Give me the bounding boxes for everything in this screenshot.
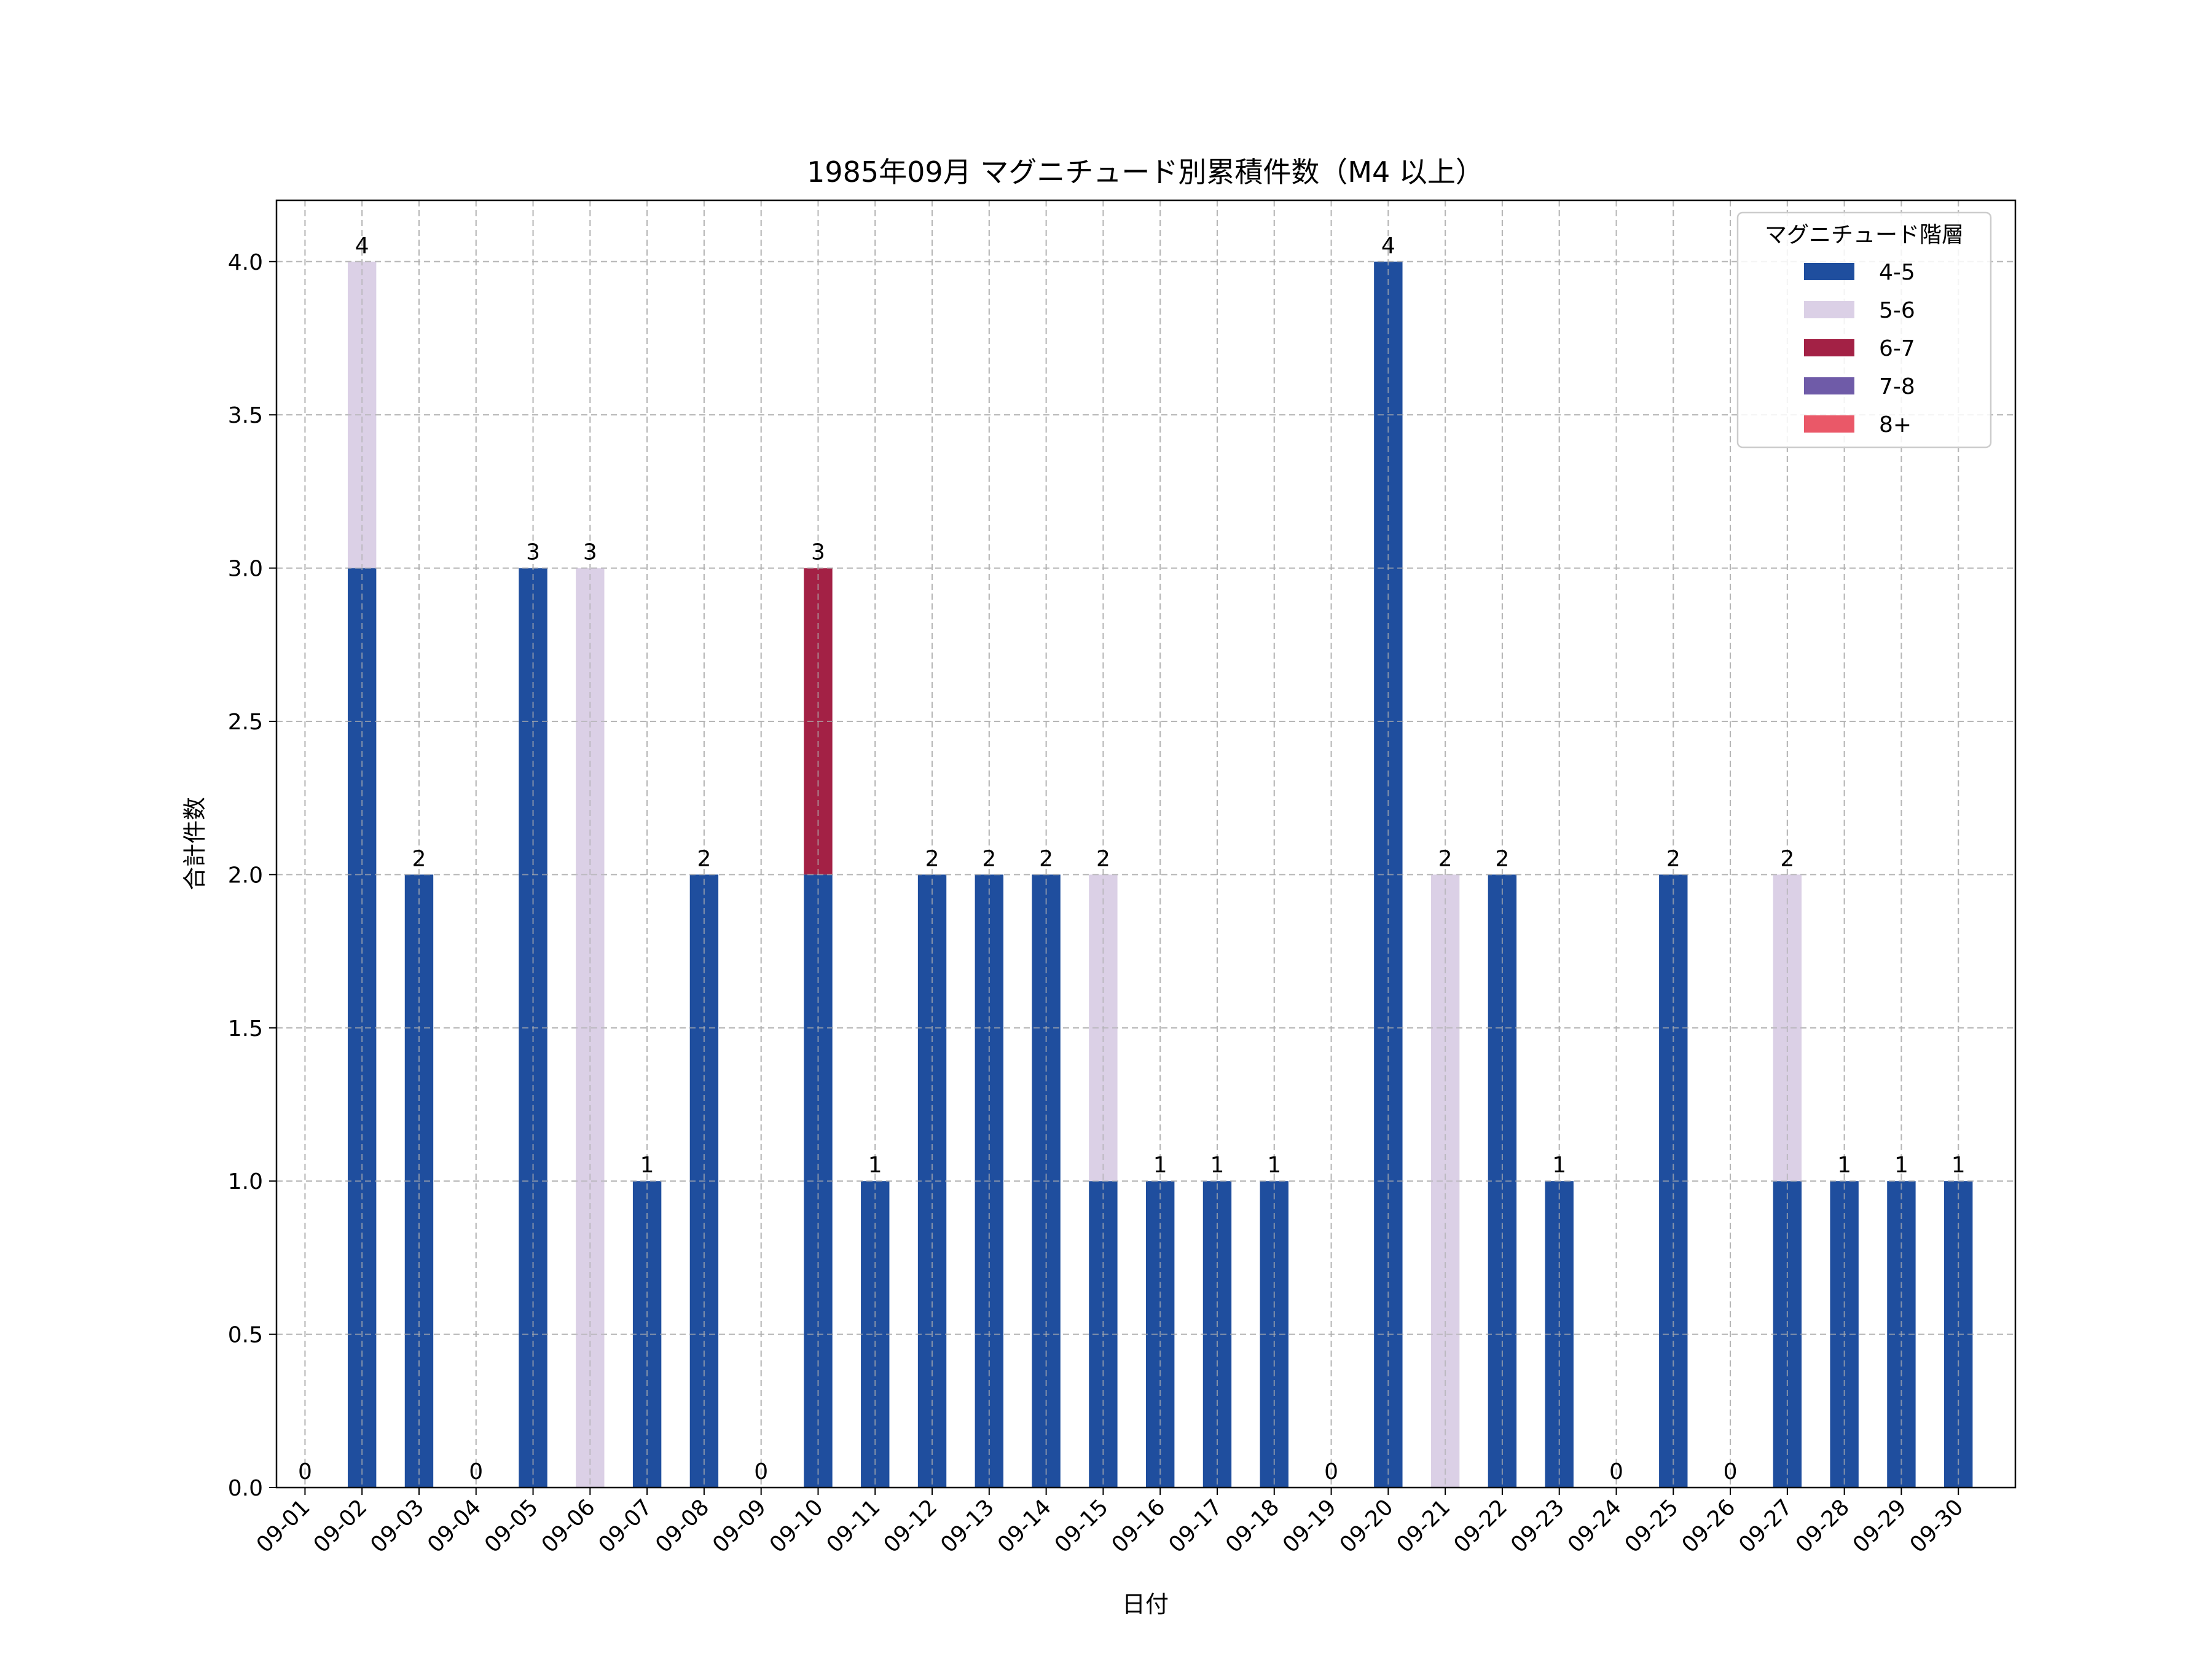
bar-total-label: 2 [1780, 846, 1794, 871]
x-tick-label: 09-23 [1506, 1494, 1569, 1558]
bar-total-label: 2 [982, 846, 996, 871]
y-tick-label: 3.0 [228, 557, 263, 582]
bar-total-label: 1 [1267, 1153, 1281, 1178]
bar-total-label: 2 [1666, 846, 1681, 871]
y-tick-label: 3.5 [228, 403, 263, 428]
bar-total-label: 3 [583, 540, 597, 565]
legend-box [1736, 211, 1992, 449]
legend-label-6-7: 6-7 [1879, 336, 1915, 361]
bar-total-label: 4 [355, 233, 369, 259]
bar-total-label: 1 [1552, 1153, 1566, 1178]
bar-total-label: 1 [1153, 1153, 1167, 1178]
x-tick-label: 09-06 [537, 1494, 600, 1558]
bar-total-label: 2 [697, 846, 711, 871]
x-tick-label: 09-19 [1278, 1494, 1341, 1558]
bar-total-label: 1 [1210, 1153, 1225, 1178]
bar-total-labels: 0 4 2 0 3 3 1 2 0 3 1 2 2 2 2 1 1 1 0 4 2 2 1 0 2 0 2 1 1 1 [298, 233, 1966, 1484]
y-tick-label: 1.5 [228, 1016, 263, 1041]
y-tick-label: 0.5 [228, 1323, 263, 1348]
legend-label-7-8: 7-8 [1879, 374, 1915, 399]
legend-swatch-5-6 [1804, 301, 1854, 318]
bar-total-label: 2 [1495, 846, 1509, 871]
x-tick-label: 09-30 [1905, 1494, 1969, 1558]
x-tick-label: 09-24 [1563, 1494, 1626, 1558]
y-tick-label: 2.0 [228, 863, 263, 888]
plot-frame [275, 199, 2017, 1489]
x-axis: 09-0109-0209-0309-0409-0509-0609-0709-08… [252, 1488, 1969, 1558]
bar-total-label: 3 [526, 540, 540, 565]
x-tick-label: 09-20 [1335, 1494, 1398, 1558]
chart-title: 1985年09月 マグニチュード別累積件数（M4 以上） [807, 155, 1484, 189]
x-tick-label: 09-22 [1449, 1494, 1512, 1558]
bar-total-label: 3 [811, 540, 825, 565]
y-tick-label: 4.0 [228, 250, 263, 275]
x-tick-label: 09-04 [423, 1494, 486, 1558]
bar-total-label: 0 [1609, 1459, 1623, 1484]
bar-total-label: 0 [298, 1459, 312, 1484]
x-tick-label: 09-14 [993, 1494, 1056, 1558]
bar-total-label: 2 [925, 846, 939, 871]
grid-lines-overlay [276, 200, 2015, 1488]
bar-total-label: 2 [1438, 846, 1453, 871]
x-tick-label: 09-11 [822, 1494, 885, 1558]
x-tick-label: 09-02 [309, 1494, 372, 1558]
legend-label-4-5: 4-5 [1879, 260, 1915, 285]
x-tick-label: 09-29 [1848, 1494, 1912, 1558]
y-tick-label: 2.5 [228, 710, 263, 735]
x-tick-label: 09-05 [480, 1494, 543, 1558]
bar-total-label: 2 [1096, 846, 1110, 871]
x-tick-label: 09-03 [366, 1494, 429, 1558]
x-tick-label: 09-25 [1620, 1494, 1684, 1558]
legend-swatch-4-5 [1804, 263, 1854, 280]
y-axis: 0.0 0.5 1.0 1.5 2.0 2.5 3.0 3.5 4.0 [228, 250, 276, 1501]
x-tick-label: 09-12 [879, 1494, 942, 1558]
x-tick-label: 09-13 [936, 1494, 999, 1558]
legend-swatch-7-8 [1804, 377, 1854, 394]
bar-total-label: 0 [754, 1459, 768, 1484]
x-tick-label: 09-09 [708, 1494, 771, 1558]
x-tick-label: 09-10 [765, 1494, 828, 1558]
x-tick-label: 09-15 [1050, 1494, 1113, 1558]
x-tick-label: 09-26 [1677, 1494, 1740, 1558]
y-axis-title: 合計件数 [181, 797, 208, 890]
legend-swatch-6-7 [1804, 339, 1854, 356]
x-tick-label: 09-17 [1164, 1494, 1227, 1558]
legend-swatch-8+ [1804, 415, 1854, 433]
x-tick-label: 09-16 [1107, 1494, 1171, 1558]
x-axis-title: 日付 [1122, 1591, 1169, 1618]
bar-total-label: 0 [1724, 1459, 1738, 1484]
legend-label-5-6: 5-6 [1879, 298, 1915, 323]
bar-segment-5-6 [347, 261, 377, 568]
x-tick-label: 09-18 [1221, 1494, 1284, 1558]
y-tick-label: 1.0 [228, 1169, 263, 1194]
legend-title: マグニチュード階層 [1765, 222, 1964, 248]
bar-total-label: 1 [1951, 1153, 1966, 1178]
x-tick-label: 09-07 [594, 1494, 657, 1558]
bar-total-label: 1 [1837, 1153, 1851, 1178]
bar-total-label: 4 [1381, 233, 1395, 259]
legend-label-8+: 8+ [1879, 412, 1912, 437]
bar-total-label: 2 [412, 846, 426, 871]
x-tick-label: 09-01 [252, 1494, 315, 1558]
legend: マグニチュード階層 4-5 5-6 6-7 7-8 8+ [1736, 211, 1992, 449]
x-tick-label: 09-28 [1791, 1494, 1854, 1558]
bar-total-label: 0 [1324, 1459, 1338, 1484]
x-tick-label: 09-08 [651, 1494, 714, 1558]
bar-total-label: 2 [1039, 846, 1053, 871]
bar-total-label: 0 [469, 1459, 483, 1484]
bar-total-label: 1 [868, 1153, 882, 1178]
x-tick-label: 09-21 [1392, 1494, 1456, 1558]
bar-total-label: 1 [1894, 1153, 1908, 1178]
y-tick-label: 0.0 [228, 1476, 263, 1501]
x-tick-label: 09-27 [1734, 1494, 1797, 1558]
bar-total-label: 1 [640, 1153, 654, 1178]
